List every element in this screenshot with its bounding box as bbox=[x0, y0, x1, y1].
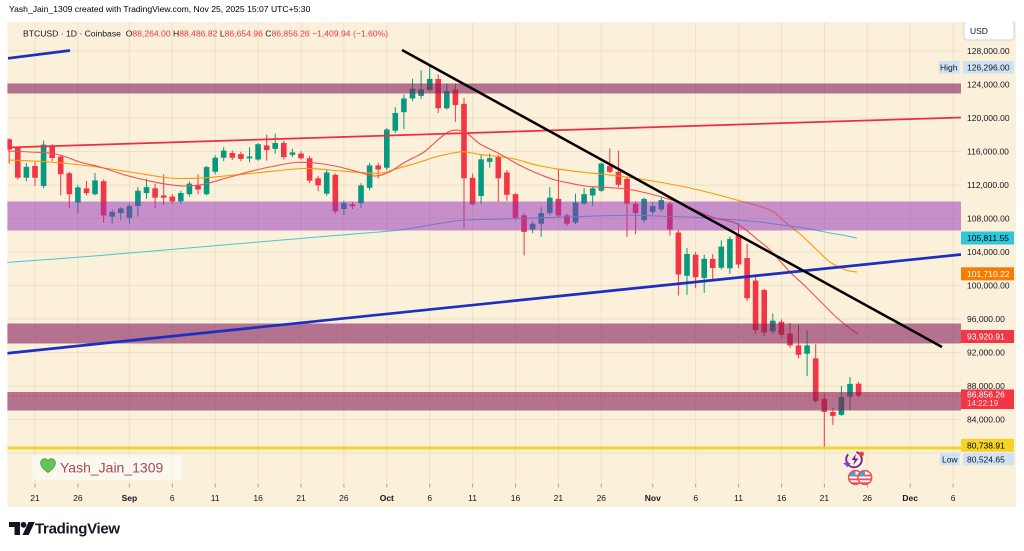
svg-text:112,000.00: 112,000.00 bbox=[967, 180, 1009, 190]
svg-text:120,000.00: 120,000.00 bbox=[967, 113, 1010, 123]
svg-text:84,000.00: 84,000.00 bbox=[967, 415, 1005, 425]
svg-text:105,811.55: 105,811.55 bbox=[967, 233, 1009, 243]
svg-text:11: 11 bbox=[468, 493, 477, 503]
svg-text:16: 16 bbox=[777, 493, 787, 503]
svg-text:Low: Low bbox=[942, 454, 958, 464]
svg-text:Oct: Oct bbox=[380, 493, 394, 503]
svg-text:26: 26 bbox=[73, 493, 83, 503]
svg-text:High: High bbox=[940, 63, 958, 73]
svg-text:14:22:19: 14:22:19 bbox=[967, 399, 999, 408]
svg-text:26: 26 bbox=[597, 493, 607, 503]
svg-text:92,000.00: 92,000.00 bbox=[967, 348, 1005, 358]
svg-text:BTCUSD · 1D · Coinbase O88,26: BTCUSD · 1D · Coinbase O88,264.00 H88,48… bbox=[23, 29, 388, 39]
svg-text:101,710.22: 101,710.22 bbox=[967, 269, 1010, 279]
svg-text:6: 6 bbox=[427, 493, 432, 503]
svg-text:21: 21 bbox=[296, 493, 306, 503]
svg-text:126,296.00: 126,296.00 bbox=[967, 63, 1010, 73]
svg-text:108,000.00: 108,000.00 bbox=[967, 214, 1010, 224]
svg-text:16: 16 bbox=[253, 493, 263, 503]
svg-text:80,524.65: 80,524.65 bbox=[967, 454, 1005, 464]
svg-text:21: 21 bbox=[554, 493, 564, 503]
svg-text:116,000.00: 116,000.00 bbox=[967, 147, 1009, 157]
svg-text:Nov: Nov bbox=[645, 493, 661, 503]
svg-text:93,920.91: 93,920.91 bbox=[967, 332, 1005, 342]
svg-text:124,000.00: 124,000.00 bbox=[967, 80, 1010, 90]
svg-text:26: 26 bbox=[863, 493, 873, 503]
svg-text:USD: USD bbox=[970, 26, 988, 36]
svg-text:Yash_Jain_1309: Yash_Jain_1309 bbox=[60, 460, 163, 476]
svg-text:6: 6 bbox=[693, 493, 698, 503]
svg-text:128,000.00: 128,000.00 bbox=[967, 46, 1010, 56]
svg-text:104,000.00: 104,000.00 bbox=[967, 247, 1010, 257]
svg-text:21: 21 bbox=[30, 493, 40, 503]
svg-text:16: 16 bbox=[511, 493, 521, 503]
svg-text:Dec: Dec bbox=[902, 493, 918, 503]
svg-text:6: 6 bbox=[951, 493, 956, 503]
svg-text:21: 21 bbox=[820, 493, 830, 503]
svg-text:11: 11 bbox=[734, 493, 743, 503]
svg-text:86,856.26: 86,856.26 bbox=[967, 390, 1005, 400]
svg-text:TradingView: TradingView bbox=[35, 521, 120, 538]
svg-text:80,738.91: 80,738.91 bbox=[967, 440, 1005, 450]
svg-text:100,000.00: 100,000.00 bbox=[967, 281, 1010, 291]
svg-text:6: 6 bbox=[170, 493, 175, 503]
svg-text:26: 26 bbox=[339, 493, 349, 503]
svg-text:88,000.00: 88,000.00 bbox=[967, 381, 1005, 391]
svg-text:96,000.00: 96,000.00 bbox=[967, 314, 1005, 324]
svg-text:11: 11 bbox=[211, 493, 220, 503]
svg-text:Sep: Sep bbox=[122, 493, 138, 503]
